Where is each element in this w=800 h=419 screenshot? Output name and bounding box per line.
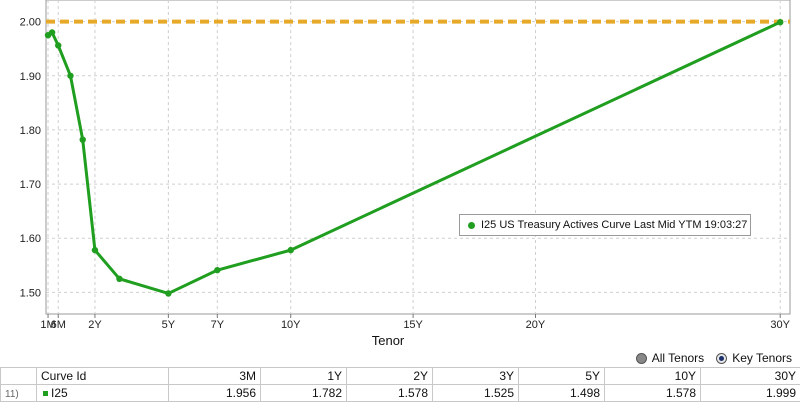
cell-5y: 1.498 bbox=[518, 384, 605, 402]
row-number: 11) bbox=[0, 384, 37, 402]
data-point bbox=[55, 42, 62, 49]
data-point bbox=[287, 246, 294, 254]
header-30y[interactable]: 30Y bbox=[700, 367, 800, 385]
cell-30y: 1.999 bbox=[700, 384, 800, 402]
header-5y[interactable]: 5Y bbox=[518, 367, 605, 385]
table-row[interactable]: 11) I25 1.956 1.782 1.578 1.525 1.498 1.… bbox=[0, 384, 800, 402]
header-10y[interactable]: 10Y bbox=[604, 367, 701, 385]
cell-10y: 1.578 bbox=[604, 384, 701, 402]
key-tenors-radio-icon[interactable] bbox=[716, 352, 728, 364]
row-curve-id[interactable]: I25 bbox=[36, 384, 169, 402]
data-point bbox=[67, 72, 74, 79]
legend-marker-icon bbox=[468, 221, 475, 229]
all-tenors-radio-icon[interactable] bbox=[635, 352, 647, 364]
curve-color-swatch-icon bbox=[43, 391, 48, 396]
y-tick-label: 1.70 bbox=[20, 179, 41, 191]
data-point bbox=[214, 266, 221, 274]
data-point bbox=[165, 290, 172, 297]
tenor-options: All Tenors Key Tenors bbox=[624, 350, 792, 366]
x-tick-label: 20Y bbox=[526, 319, 546, 331]
x-axis-title: Tenor bbox=[372, 333, 405, 348]
y-tick-label: 1.60 bbox=[20, 233, 41, 245]
all-tenors-option[interactable]: All Tenors bbox=[635, 351, 705, 365]
header-3m[interactable]: 3M bbox=[168, 367, 261, 385]
y-tick-label: 1.90 bbox=[20, 71, 41, 83]
y-tick-label: 1.50 bbox=[20, 287, 41, 299]
legend-label: I25 US Treasury Actives Curve Last Mid Y… bbox=[481, 219, 748, 231]
x-tick-label: 2Y bbox=[88, 319, 102, 331]
header-3y[interactable]: 3Y bbox=[432, 367, 519, 385]
cell-3m: 1.956 bbox=[168, 384, 261, 402]
cell-2y: 1.578 bbox=[346, 384, 433, 402]
plot-area bbox=[45, 0, 791, 315]
x-tick-label: 6M bbox=[51, 319, 66, 331]
all-tenors-label: All Tenors bbox=[651, 351, 705, 365]
table-header-row: Curve Id 3M 1Y 2Y 3Y 5Y 10Y 30Y bbox=[0, 367, 800, 385]
x-tick-label: 7Y bbox=[211, 319, 225, 331]
cell-3y: 1.525 bbox=[432, 384, 519, 402]
chart-legend: I25 US Treasury Actives Curve Last Mid Y… bbox=[459, 214, 751, 236]
data-point bbox=[48, 29, 56, 36]
y-tick-label: 2.00 bbox=[20, 17, 41, 29]
curve-table: Curve Id 3M 1Y 2Y 3Y 5Y 10Y 30Y 11) I25 … bbox=[0, 367, 800, 402]
data-point bbox=[79, 136, 86, 143]
x-tick-label: 10Y bbox=[281, 319, 301, 331]
header-1y[interactable]: 1Y bbox=[260, 367, 347, 385]
x-tick-label: 30Y bbox=[770, 319, 790, 331]
key-tenors-option[interactable]: Key Tenors bbox=[716, 351, 792, 365]
yield-curve-chart: 1.50 1.60 1.70 1.80 1.90 2.00 1M 6M 2Y 5Y 7Y 10Y 15Y… bbox=[19, 0, 791, 348]
key-tenors-label: Key Tenors bbox=[732, 351, 792, 365]
curve-table-panel: All Tenors Key Tenors Curve Id 3M 1Y 2Y … bbox=[0, 350, 800, 419]
x-tick-label: 15Y bbox=[403, 319, 423, 331]
header-2y[interactable]: 2Y bbox=[346, 367, 433, 385]
x-tick-label: 5Y bbox=[162, 319, 176, 331]
cell-1y: 1.782 bbox=[260, 384, 347, 402]
data-point bbox=[91, 246, 99, 254]
data-point bbox=[116, 275, 123, 283]
x-tick-label: 1M bbox=[40, 319, 55, 331]
header-curve-id: Curve Id bbox=[36, 367, 169, 385]
data-point bbox=[777, 18, 784, 26]
curve-id-label: I25 bbox=[51, 386, 68, 400]
y-tick-label: 1.80 bbox=[20, 125, 41, 137]
header-rownum bbox=[0, 367, 37, 385]
